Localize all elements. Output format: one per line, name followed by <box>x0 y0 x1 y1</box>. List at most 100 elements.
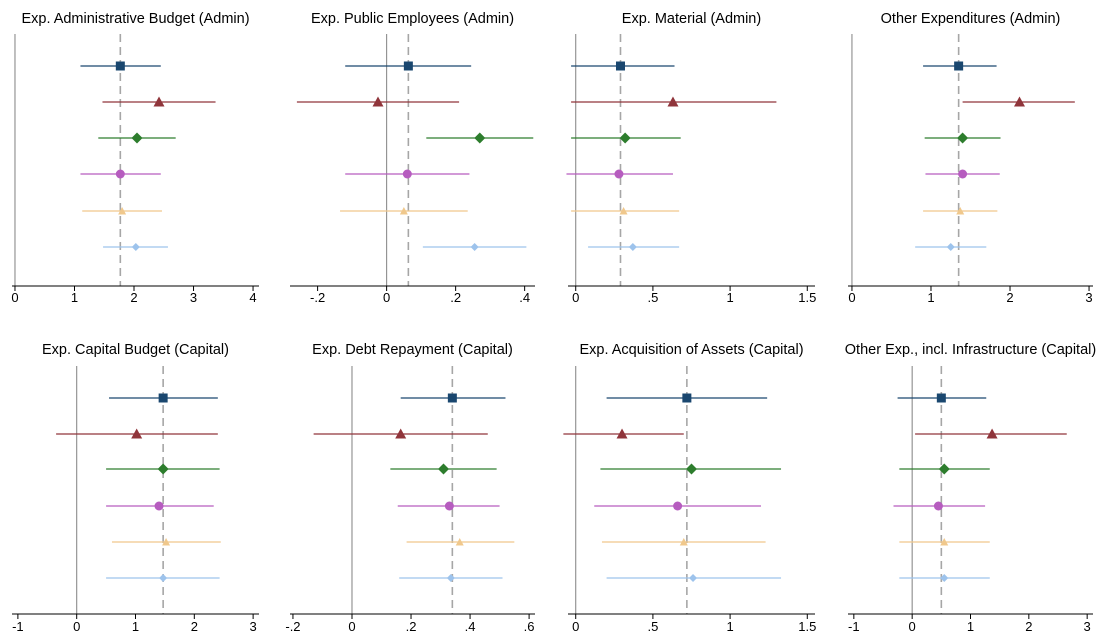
x-tick-label: 3 <box>250 619 257 634</box>
point-estimate <box>682 393 692 403</box>
x-tick-label: 0 <box>572 619 579 634</box>
x-tick-label: 1 <box>927 290 934 305</box>
panel-title: Exp. Administrative Budget (Admin) <box>21 11 249 27</box>
panel-title: Exp. Capital Budget (Capital) <box>42 342 229 358</box>
panel-title: Exp. Debt Repayment (Capital) <box>312 342 513 358</box>
chart-panel-7: Exp. Acquisition of Assets (Capital) 0 .5 1… <box>563 342 816 634</box>
point-estimate <box>437 463 449 475</box>
point-estimate <box>686 463 697 475</box>
point-estimate <box>444 501 454 511</box>
x-tick-label: .2 <box>450 290 461 305</box>
x-tick-label: .5 <box>647 619 658 634</box>
point-estimate <box>118 207 127 215</box>
x-tick-label: -.2 <box>310 290 325 305</box>
point-estimate <box>615 61 625 71</box>
point-estimate <box>1014 96 1025 107</box>
point-estimate <box>399 207 408 215</box>
panel-title: Exp. Public Employees (Admin) <box>311 11 514 27</box>
x-tick-label: 0 <box>383 290 390 305</box>
x-tick-label: 1 <box>967 619 974 634</box>
point-estimate <box>946 243 955 251</box>
point-estimate <box>158 393 168 403</box>
x-tick-label: -.2 <box>285 619 300 634</box>
point-estimate <box>614 169 624 179</box>
chart-panel-4: Other Expenditures (Admin) 0 1 2 3 <box>848 11 1093 305</box>
point-estimate <box>938 463 950 475</box>
point-estimate <box>673 501 683 511</box>
point-estimate <box>628 243 637 251</box>
x-tick-label: 3 <box>1085 290 1092 305</box>
point-estimate <box>131 428 143 439</box>
point-estimate <box>667 96 679 107</box>
x-tick-label: .2 <box>406 619 417 634</box>
x-tick-label: -1 <box>848 619 860 634</box>
chart-panel-5: Exp. Capital Budget (Capital) -1 0 1 2 3 <box>12 342 259 634</box>
x-tick-label: 2 <box>191 619 198 634</box>
point-estimate <box>115 169 125 179</box>
chart-panel-3: Exp. Material (Admin) 0 .5 1 1.5 <box>566 11 816 305</box>
panel-title: Other Expenditures (Admin) <box>881 11 1061 27</box>
x-tick-label: 0 <box>348 619 355 634</box>
point-estimate <box>616 428 628 439</box>
x-tick-label: 2 <box>1025 619 1032 634</box>
point-estimate <box>619 132 631 144</box>
point-estimate <box>954 61 964 71</box>
x-tick-label: 0 <box>572 290 579 305</box>
point-estimate <box>619 207 628 215</box>
point-estimate <box>446 574 455 582</box>
x-tick-label: 0 <box>848 290 855 305</box>
chart-panel-2: Exp. Public Employees (Admin) -.2 0 .2 .4 <box>290 11 535 305</box>
point-estimate <box>470 243 479 251</box>
point-estimate <box>154 501 164 511</box>
x-tick-label: 4 <box>249 290 256 305</box>
panel-title: Exp. Acquisition of Assets (Capital) <box>579 342 803 358</box>
x-tick-label: 2 <box>130 290 137 305</box>
x-tick-label: -1 <box>12 619 24 634</box>
point-estimate <box>679 538 688 546</box>
x-tick-label: 0 <box>11 290 18 305</box>
point-estimate <box>402 169 412 179</box>
panel-title: Other Exp., incl. Infrastructure (Capita… <box>845 342 1096 358</box>
chart-panel-8: Other Exp., incl. Infrastructure (Capita… <box>845 342 1096 634</box>
point-estimate <box>455 538 464 546</box>
x-tick-label: .4 <box>519 290 530 305</box>
x-tick-label: .4 <box>465 619 476 634</box>
point-estimate <box>372 96 384 107</box>
point-estimate <box>157 463 169 475</box>
x-tick-label: 0 <box>909 619 916 634</box>
x-tick-label: 3 <box>1084 619 1091 634</box>
point-estimate <box>403 61 413 71</box>
x-tick-label: 3 <box>190 290 197 305</box>
chart-panel-6: Exp. Debt Repayment (Capital) -.2 0 .2 .4 .6 <box>285 342 535 634</box>
x-tick-label: 1 <box>726 619 733 634</box>
x-tick-label: 1 <box>132 619 139 634</box>
x-tick-label: .5 <box>647 290 658 305</box>
x-tick-label: 0 <box>73 619 80 634</box>
point-estimate <box>474 132 486 144</box>
x-tick-label: 1 <box>71 290 78 305</box>
x-tick-label: 2 <box>1006 290 1013 305</box>
x-tick-label: 1.5 <box>798 290 816 305</box>
point-estimate <box>986 428 998 439</box>
panel-title: Exp. Material (Admin) <box>622 11 761 27</box>
point-estimate <box>115 61 125 71</box>
point-estimate <box>159 574 168 582</box>
point-estimate <box>933 501 943 511</box>
point-estimate <box>447 393 457 403</box>
point-estimate <box>936 393 946 403</box>
x-tick-label: .6 <box>524 619 535 634</box>
point-estimate <box>957 132 969 144</box>
point-estimate <box>689 574 698 582</box>
point-estimate <box>162 538 171 546</box>
x-tick-label: 1 <box>726 290 733 305</box>
point-estimate <box>956 207 965 215</box>
point-estimate <box>131 243 140 251</box>
point-estimate <box>940 574 949 582</box>
point-estimate <box>940 538 949 546</box>
point-estimate <box>395 428 407 439</box>
point-estimate <box>131 132 143 144</box>
x-tick-label: 1.5 <box>798 619 816 634</box>
chart-panel-1: Exp. Administrative Budget (Admin) 0 1 2 3 4 <box>11 11 259 305</box>
point-estimate <box>153 96 165 107</box>
